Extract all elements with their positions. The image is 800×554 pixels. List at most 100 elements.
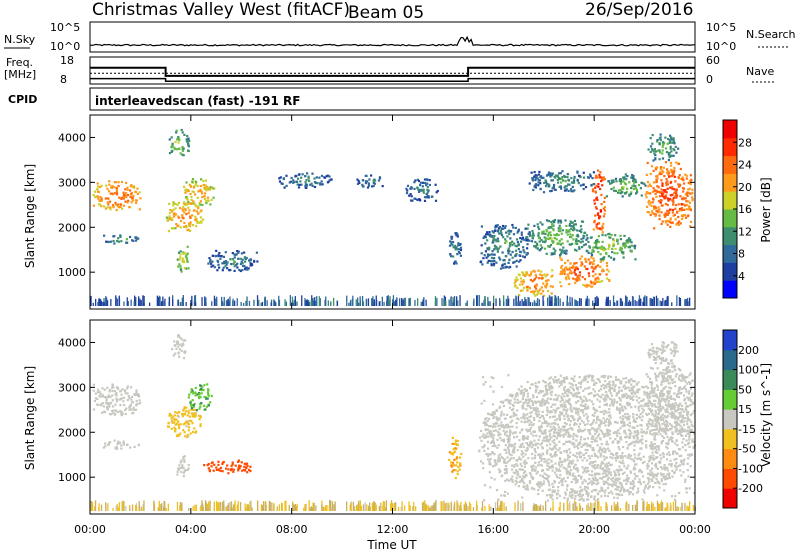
- velocity-cell: [528, 480, 531, 483]
- power-cell: [525, 253, 528, 256]
- power-cell: [423, 199, 427, 202]
- power-cell: [600, 176, 603, 179]
- velocity-cell: [484, 381, 487, 384]
- power-cell: [100, 301, 103, 306]
- power-cell: [557, 181, 560, 184]
- velocity-cell: [122, 400, 125, 403]
- power-cell: [507, 247, 510, 250]
- velocity-cell: [652, 428, 655, 432]
- power-cell: [107, 190, 111, 193]
- power-cell: [166, 219, 169, 222]
- velocity-cell: [619, 490, 622, 493]
- velocity-cell: [520, 420, 523, 423]
- power-cell: [599, 253, 602, 256]
- velocity-cell: [627, 415, 630, 418]
- velocity-cell: [454, 447, 457, 450]
- power-cell: [142, 296, 144, 306]
- velocity-cell: [221, 470, 224, 473]
- velocity-cell: [621, 409, 624, 412]
- velocity-cell: [526, 446, 529, 450]
- velocity-cell: [209, 401, 212, 404]
- power-cell: [492, 237, 495, 240]
- velocity-cell: [652, 486, 655, 489]
- power-cell: [682, 214, 685, 217]
- velocity-cell: [651, 451, 654, 454]
- velocity-cell: [568, 403, 571, 406]
- power-cell: [551, 187, 554, 190]
- power-cell: [575, 235, 578, 238]
- velocity-cell: [610, 398, 613, 401]
- velocity-cell: [185, 425, 188, 428]
- power-cell: [420, 301, 422, 306]
- velocity-cell: [138, 399, 141, 402]
- velocity-cell: [625, 440, 628, 444]
- velocity-cell: [618, 432, 621, 435]
- power-cell: [131, 239, 134, 242]
- velocity-cell: [585, 413, 588, 416]
- power-cell: [586, 237, 589, 240]
- power-cell: [684, 216, 688, 219]
- power-cell: [224, 265, 227, 268]
- power-cell: [578, 246, 581, 249]
- power-cell: [92, 302, 94, 306]
- power-cell: [306, 299, 308, 306]
- power-cell: [426, 178, 429, 181]
- power-cell: [96, 182, 99, 185]
- power-cell: [209, 203, 212, 206]
- velocity-cell: [605, 440, 608, 443]
- power-cell: [597, 182, 600, 186]
- power-cell: [416, 198, 419, 201]
- velocity-cell: [493, 444, 496, 447]
- power-cell: [107, 203, 110, 206]
- power-cell: [293, 299, 295, 306]
- power-cell: [96, 185, 100, 188]
- power-cell: [595, 207, 598, 210]
- power-cell: [689, 220, 693, 223]
- velocity-cell: [553, 481, 557, 484]
- velocity-cell: [623, 384, 626, 387]
- velocity-cell: [678, 491, 681, 495]
- power-cell: [126, 186, 129, 189]
- power-cell: [682, 203, 685, 206]
- power-cell: [564, 276, 568, 279]
- velocity-cell: [558, 381, 561, 384]
- velocity-cell: [507, 445, 510, 448]
- power-cell: [297, 177, 300, 180]
- power-cell: [189, 222, 192, 225]
- velocity-cell: [597, 427, 600, 430]
- power-cell: [690, 196, 694, 199]
- power-cell: [553, 183, 556, 187]
- velocity-cell: [532, 408, 535, 412]
- power-cell: [568, 243, 571, 246]
- velocity-cell: [592, 403, 595, 406]
- power-cell: [619, 238, 622, 241]
- power-cell: [555, 238, 558, 241]
- velocity-cell: [580, 409, 583, 412]
- power-cell: [204, 184, 207, 187]
- velocity-cell: [608, 382, 611, 385]
- power-cell: [168, 296, 171, 306]
- velocity-cell: [115, 397, 118, 400]
- power-cell: [122, 197, 125, 200]
- velocity-cell: [491, 403, 495, 406]
- power-cell: [686, 191, 689, 194]
- velocity-cell: [101, 395, 104, 398]
- power-cell: [539, 288, 542, 291]
- velocity-cell: [661, 422, 664, 426]
- power-cell: [498, 256, 501, 259]
- power-cell: [533, 224, 536, 227]
- velocity-cell: [496, 430, 500, 433]
- velocity-cell: [666, 466, 669, 470]
- velocity-cell: [628, 415, 631, 418]
- power-cell: [455, 246, 458, 249]
- power-cell: [122, 191, 125, 194]
- power-cell: [106, 206, 109, 209]
- power-cell: [381, 296, 383, 306]
- power-cell: [173, 148, 177, 151]
- velocity-cell: [509, 429, 512, 432]
- power-cell: [565, 249, 568, 252]
- power-cell: [417, 179, 421, 183]
- power-cell: [492, 253, 495, 256]
- power-cell: [661, 184, 664, 187]
- velocity-cell: [545, 420, 548, 423]
